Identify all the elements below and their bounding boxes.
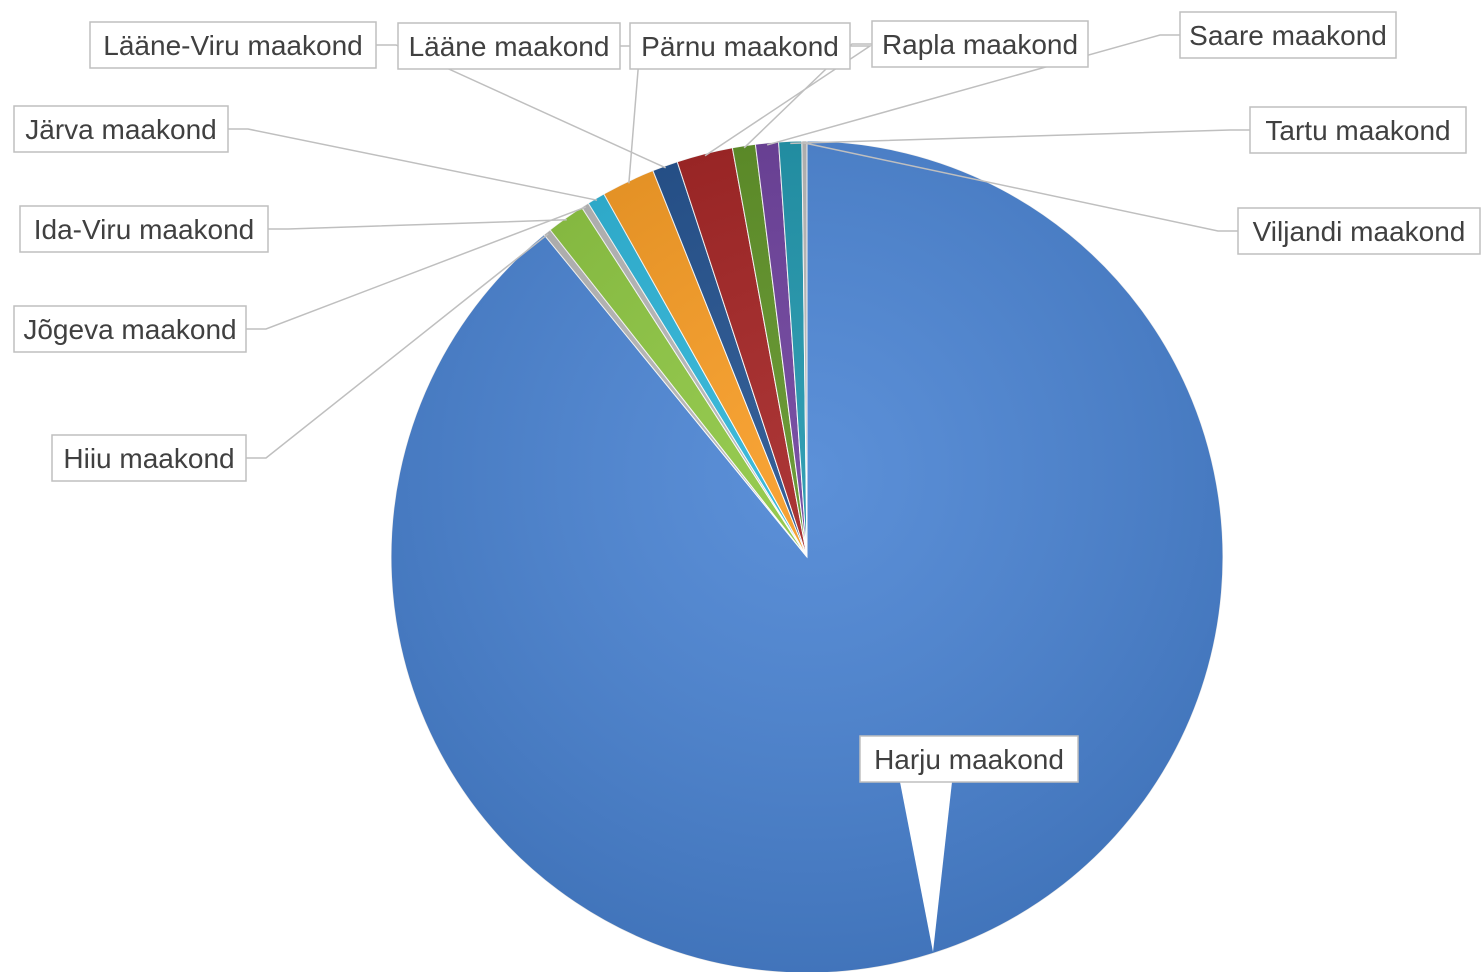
label-text: Tartu maakond xyxy=(1265,115,1450,146)
data-label-saare-maakond: Saare maakond xyxy=(1179,11,1397,59)
label-text: Lääne maakond xyxy=(409,31,610,62)
label-box xyxy=(13,305,247,353)
label-text: Rapla maakond xyxy=(882,29,1078,60)
leader-line-ida-viru-maakond xyxy=(268,219,567,230)
leader-line-jogeva-maakond xyxy=(246,206,587,330)
label-box xyxy=(89,21,377,69)
leader-line-rapla-maakond xyxy=(743,43,872,149)
callout-pointer xyxy=(900,782,952,952)
leader-line-jarva-maakond xyxy=(228,128,598,201)
label-text: Lääne-Viru maakond xyxy=(103,30,362,61)
data-label-parnu-maakond: Pärnu maakond xyxy=(629,22,851,70)
data-label-laane-maakond: Lääne maakond xyxy=(397,22,621,70)
leader-line-saare-maakond xyxy=(766,34,1180,146)
leader-lines xyxy=(228,34,1250,459)
data-label-jogeva-maakond: Jõgeva maakond xyxy=(13,305,247,353)
data-label-laane-viru-maakond: Lääne-Viru maakond xyxy=(89,21,377,69)
leader-line-laane-viru-maakond xyxy=(376,44,666,169)
data-label-ida-viru-maakond: Ida-Viru maakond xyxy=(19,205,269,253)
data-label-jarva-maakond: Järva maakond xyxy=(13,105,229,153)
data-label-hiiu-maakond: Hiiu maakond xyxy=(51,434,247,482)
label-box xyxy=(19,205,269,253)
data-labels: Harju maakond Hiiu maakond Ida-Viru maakon… xyxy=(13,11,1481,952)
data-label-tartu-maakond: Tartu maakond xyxy=(1249,106,1467,154)
label-box xyxy=(871,20,1089,68)
leader-line-parnu-maakond xyxy=(704,45,873,157)
label-box xyxy=(629,22,851,70)
leader-line-viljandi-maakond xyxy=(804,142,1238,232)
label-box xyxy=(397,22,621,70)
data-label-harju-maakond: Harju maakond xyxy=(859,735,1079,952)
data-label-rapla-maakond: Rapla maakond xyxy=(871,20,1089,68)
label-text: Pärnu maakond xyxy=(641,31,839,62)
label-text: Jõgeva maakond xyxy=(23,314,236,345)
label-text: Ida-Viru maakond xyxy=(34,214,255,245)
label-box xyxy=(859,735,1079,783)
label-box xyxy=(13,105,229,153)
label-text: Järva maakond xyxy=(25,114,216,145)
slices-layer xyxy=(390,140,1224,972)
label-text: Viljandi maakond xyxy=(1253,216,1466,247)
leader-line-tartu-maakond xyxy=(790,129,1250,145)
label-text: Saare maakond xyxy=(1189,20,1387,51)
label-text: Hiiu maakond xyxy=(63,443,234,474)
label-box xyxy=(1237,207,1481,255)
data-label-viljandi-maakond: Viljandi maakond xyxy=(1237,207,1481,255)
label-box xyxy=(1249,106,1467,154)
label-text: Harju maakond xyxy=(874,744,1064,775)
leader-line-hiiu-maakond xyxy=(246,233,549,459)
label-box xyxy=(1179,11,1397,59)
label-box xyxy=(51,434,247,482)
